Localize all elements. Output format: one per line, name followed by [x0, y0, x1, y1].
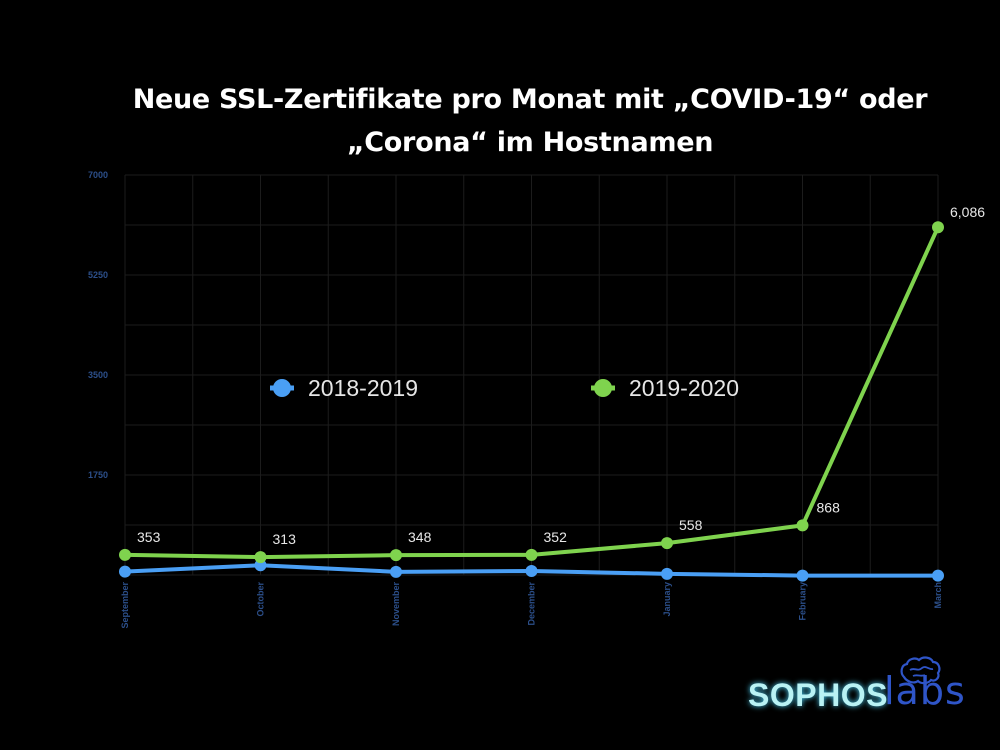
data-point — [119, 565, 131, 578]
legend-swatch-dot — [594, 379, 612, 397]
data-label: 352 — [544, 529, 568, 545]
chart-title-line-2: „Corona“ im Hostnamen — [346, 127, 714, 158]
data-label: 353 — [137, 529, 161, 545]
legend-entry: 2018-2019 — [308, 375, 418, 401]
data-label: 6,086 — [950, 204, 985, 220]
y-tick-label: 3500 — [88, 370, 108, 380]
logo-labs-text: labs — [884, 669, 966, 713]
legend: 2018-2019 2019-2020 — [270, 375, 739, 401]
data-point — [932, 221, 944, 234]
data-point — [254, 551, 267, 564]
x-tick-label: February — [798, 582, 808, 621]
x-tick-label: March — [933, 582, 943, 609]
x-tick-label: December — [527, 582, 537, 626]
y-axis-ticks: 1750 3500 5250 7000 — [88, 170, 108, 480]
grid-lines — [124, 174, 939, 576]
data-point — [796, 519, 809, 532]
data-labels: 353 313 348 352 558 868 6,086 — [137, 204, 985, 547]
sophoslabs-logo: SOPHOS labs — [748, 655, 978, 725]
chart-title-line-1: Neue SSL-Zertifikate pro Monat mit „COVI… — [132, 84, 928, 115]
data-label: 313 — [273, 531, 297, 547]
y-tick-label: 5250 — [88, 270, 108, 280]
x-axis-ticks: September October November December January F… — [120, 582, 943, 629]
legend-swatch-dot — [273, 379, 291, 397]
data-point — [661, 567, 673, 580]
x-tick-label: November — [391, 582, 401, 627]
x-tick-label: January — [662, 582, 672, 617]
data-point — [119, 548, 131, 561]
y-tick-label: 1750 — [88, 470, 108, 480]
data-point — [525, 548, 538, 561]
brain-icon — [900, 656, 941, 685]
data-point — [525, 565, 538, 577]
data-point — [796, 569, 809, 582]
chart-title: Neue SSL-Zertifikate pro Monat mit „COVI… — [90, 78, 970, 164]
y-tick-label: 7000 — [88, 170, 108, 180]
data-label: 558 — [679, 517, 703, 533]
data-point — [661, 537, 673, 550]
data-label: 348 — [408, 529, 432, 545]
x-tick-label: September — [120, 582, 130, 629]
data-point — [390, 565, 402, 578]
legend-entry: 2019-2020 — [629, 375, 739, 401]
series-layer — [119, 221, 944, 582]
data-point — [932, 569, 944, 582]
data-point — [390, 549, 402, 562]
data-label: 868 — [817, 499, 841, 515]
logo-sophos-text: SOPHOS — [748, 677, 888, 713]
x-tick-label: October — [256, 582, 266, 617]
